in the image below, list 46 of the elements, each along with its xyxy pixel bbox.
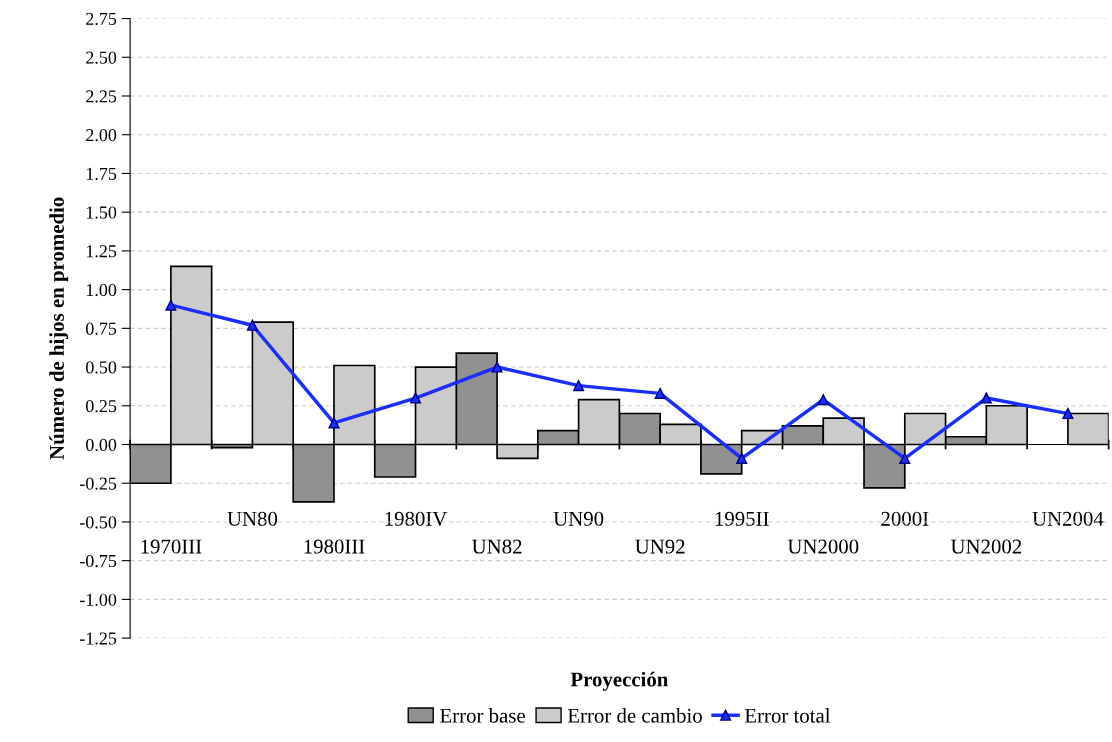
point [736, 452, 748, 465]
y-tick-label: 0.75 [86, 322, 117, 335]
x-tick-label: UN2002 [950, 539, 1022, 554]
point [328, 417, 340, 429]
x-tick-label: UN82 [472, 539, 522, 554]
y-tick-label: 2.25 [86, 90, 117, 103]
x-axis-title: Proyección [570, 671, 669, 691]
y-tick-label: 2.75 [86, 12, 117, 26]
point [409, 392, 422, 404]
y-tick-label: -1.00 [79, 593, 117, 606]
y-tick-label: 0.25 [86, 400, 117, 413]
x-tick-label: 1995II [715, 511, 769, 526]
y-tick-label: 1.50 [86, 206, 117, 219]
x-tick-label: 1980IV [385, 511, 448, 526]
point [246, 319, 258, 331]
legend-label: Error base [440, 708, 525, 723]
point [817, 394, 829, 406]
y-tick-label: -0.50 [79, 516, 117, 529]
point [165, 299, 177, 311]
y-tick-label: 2.00 [86, 128, 117, 142]
x-tick-label: UN80 [227, 511, 278, 526]
point [1062, 407, 1074, 420]
legend-label: Error de cambio [567, 708, 702, 723]
x-tick-label: UN2004 [1032, 511, 1104, 526]
y-tick-label: 0.50 [86, 361, 117, 374]
point [980, 392, 992, 404]
y-tick-label: 1.00 [86, 283, 117, 297]
y-tick-label: -0.25 [79, 477, 117, 490]
y-axis-title: Número de hijos en promedio [49, 197, 69, 460]
point [899, 452, 911, 465]
y-tick-label: -0.75 [79, 554, 117, 568]
y-tick-label: 0.00 [86, 438, 117, 452]
y-tick-label: 2.50 [86, 51, 117, 64]
y-tick-label: -1.25 [79, 632, 117, 645]
x-tick-label: UN90 [553, 511, 604, 526]
point [654, 387, 666, 399]
legend-label: Error total [744, 708, 831, 723]
point [573, 380, 585, 392]
y-tick-label: 1.75 [86, 167, 117, 180]
point [491, 361, 503, 373]
x-tick-label: 2000I [881, 511, 929, 526]
x-tick-label: 1970III [141, 539, 202, 554]
y-tick-label: 1.25 [86, 245, 117, 258]
x-tick-label: UN2000 [787, 539, 859, 554]
x-tick-label: 1980III [304, 539, 365, 554]
x-tick-label: UN92 [635, 539, 685, 554]
